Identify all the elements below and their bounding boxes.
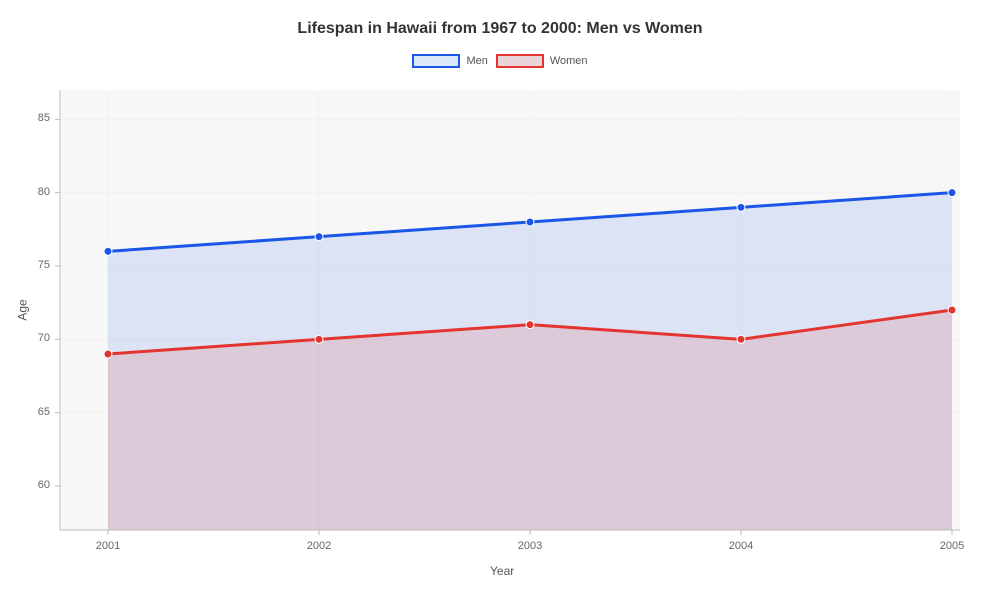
plot-area bbox=[60, 90, 960, 530]
legend-swatch-men bbox=[412, 54, 460, 68]
legend-item-women: Women bbox=[496, 54, 588, 68]
y-tick-label: 75 bbox=[38, 259, 50, 271]
legend-label-women: Women bbox=[550, 55, 588, 67]
x-tick-label: 2001 bbox=[88, 540, 128, 552]
x-tick-label: 2005 bbox=[932, 540, 972, 552]
x-axis-label: Year bbox=[490, 564, 514, 578]
x-tick-label: 2002 bbox=[299, 540, 339, 552]
x-tick-label: 2003 bbox=[510, 540, 550, 552]
y-tick-label: 70 bbox=[38, 332, 50, 344]
x-tick-label: 2004 bbox=[721, 540, 761, 552]
legend-item-men: Men bbox=[412, 54, 487, 68]
legend-label-men: Men bbox=[466, 55, 487, 67]
chart-title: Lifespan in Hawaii from 1967 to 2000: Me… bbox=[0, 0, 1000, 38]
y-tick-label: 60 bbox=[38, 479, 50, 491]
chart-container: Lifespan in Hawaii from 1967 to 2000: Me… bbox=[0, 0, 1000, 600]
y-axis-label: Age bbox=[16, 299, 30, 320]
legend: Men Women bbox=[0, 54, 1000, 68]
legend-swatch-women bbox=[496, 54, 544, 68]
plot-svg bbox=[60, 90, 960, 530]
y-tick-label: 85 bbox=[38, 112, 50, 124]
y-tick-label: 65 bbox=[38, 406, 50, 418]
y-tick-label: 80 bbox=[38, 186, 50, 198]
